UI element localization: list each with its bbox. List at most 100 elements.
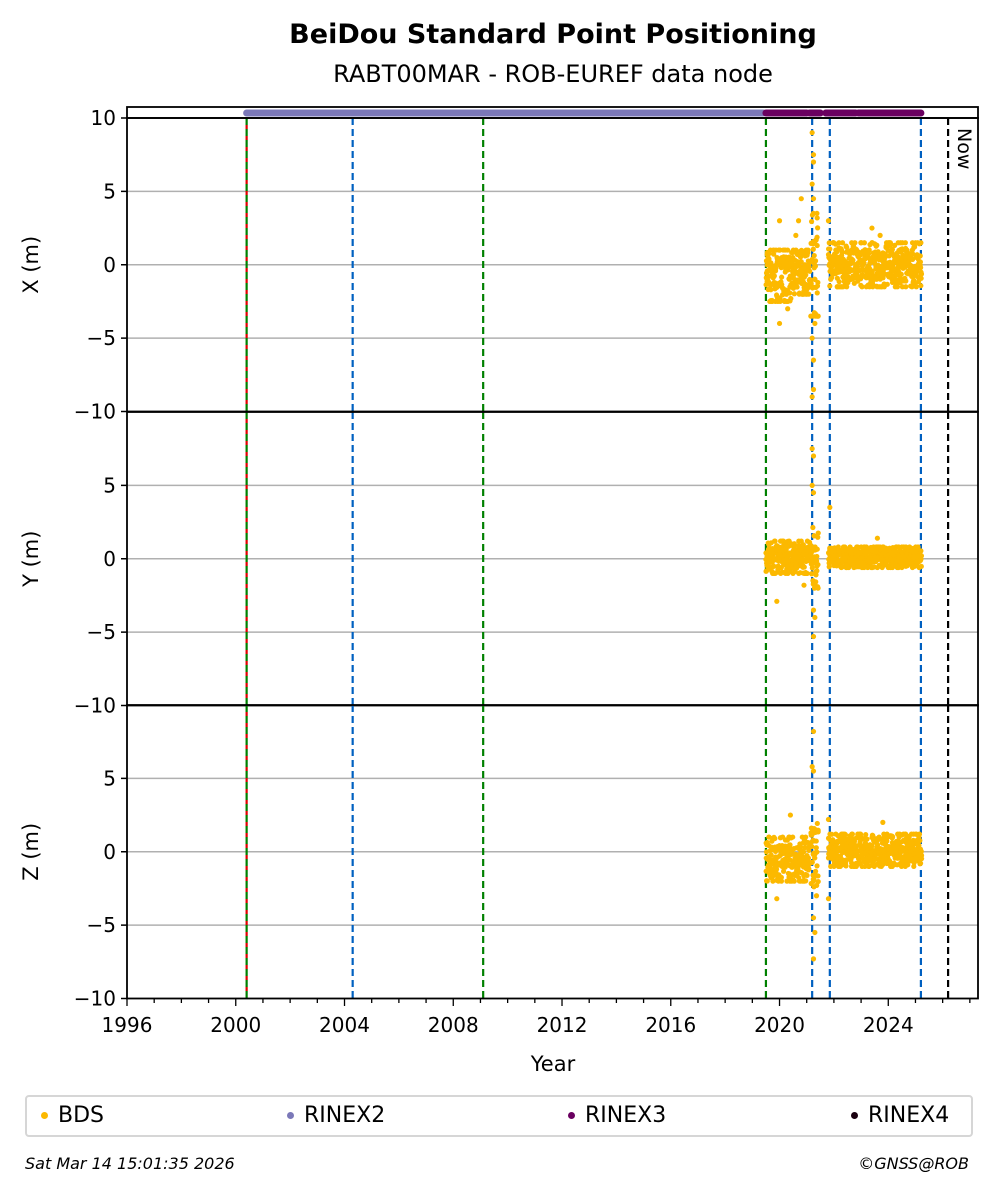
bds-point bbox=[914, 269, 920, 275]
bds-point bbox=[913, 284, 919, 290]
bds-point bbox=[814, 863, 820, 869]
bds-point bbox=[812, 276, 818, 282]
bds-point bbox=[766, 256, 772, 262]
bds-point bbox=[812, 258, 819, 264]
bds-point bbox=[810, 159, 817, 165]
legend-label: BDS bbox=[58, 1103, 104, 1128]
bds-point bbox=[829, 831, 835, 837]
bds-point bbox=[902, 240, 908, 246]
bds-point bbox=[917, 861, 923, 867]
bds-point bbox=[810, 357, 817, 363]
bds-point bbox=[894, 284, 901, 290]
bds-point bbox=[771, 563, 777, 569]
bds-point bbox=[903, 278, 909, 284]
bds-point bbox=[785, 247, 791, 253]
bds-point bbox=[918, 848, 924, 855]
bds-point bbox=[806, 291, 812, 297]
bds-point bbox=[815, 313, 821, 319]
y-tick-label: 10 bbox=[91, 106, 116, 130]
bds-point bbox=[810, 386, 817, 393]
x-tick-label: 2000 bbox=[210, 1013, 261, 1037]
bds-point bbox=[825, 896, 832, 902]
bds-point bbox=[829, 275, 835, 281]
bds-point bbox=[814, 210, 820, 216]
bds-marker-icon bbox=[41, 1112, 48, 1119]
bds-point bbox=[810, 246, 816, 252]
x-tick-label: 2012 bbox=[537, 1013, 588, 1037]
bds-point bbox=[839, 249, 845, 256]
bds-point bbox=[797, 843, 803, 849]
bds-point bbox=[809, 446, 815, 452]
bds-point bbox=[826, 564, 832, 570]
y-tick-label: −5 bbox=[87, 620, 116, 644]
bds-point bbox=[859, 284, 865, 290]
bds-point bbox=[809, 130, 815, 136]
bds-point bbox=[806, 847, 812, 854]
bds-point bbox=[815, 829, 821, 835]
legend-label: RINEX4 bbox=[868, 1103, 950, 1128]
bds-point bbox=[797, 253, 803, 259]
bds-point bbox=[798, 196, 804, 202]
bds-point bbox=[825, 816, 832, 823]
bds-point bbox=[768, 852, 774, 858]
bds-point bbox=[805, 250, 811, 256]
bds-point bbox=[825, 218, 832, 224]
credit: ©GNSS@ROB bbox=[858, 1154, 969, 1173]
bds-point bbox=[918, 553, 925, 559]
bds-point bbox=[787, 290, 793, 296]
x-axis-label: Year bbox=[530, 1052, 576, 1076]
legend-item-rinex2: RINEX2 bbox=[287, 1103, 385, 1128]
bds-point bbox=[892, 242, 898, 248]
bds-point bbox=[809, 843, 815, 850]
bds-point bbox=[814, 283, 821, 289]
bds-point bbox=[802, 845, 808, 851]
bds-point bbox=[855, 544, 861, 550]
bds-point bbox=[836, 279, 842, 285]
bds-point bbox=[918, 548, 924, 554]
bds-point bbox=[884, 281, 890, 287]
bds-point bbox=[813, 868, 819, 874]
bds-point bbox=[810, 633, 817, 640]
bds-point bbox=[812, 320, 818, 327]
bds-point bbox=[815, 530, 821, 536]
bds-point bbox=[815, 562, 821, 568]
bds-point bbox=[814, 849, 820, 855]
bds-point bbox=[815, 873, 821, 879]
bds-point bbox=[849, 831, 855, 837]
bds-point bbox=[852, 240, 858, 246]
bds-point bbox=[787, 812, 793, 818]
bds-point bbox=[810, 768, 817, 774]
bds-point bbox=[767, 282, 774, 288]
bds-point bbox=[877, 232, 883, 238]
y-tick-label: 5 bbox=[103, 179, 116, 203]
bds-point bbox=[814, 290, 820, 296]
bds-point bbox=[810, 490, 817, 496]
bds-point bbox=[804, 570, 810, 577]
y-tick-label: −10 bbox=[74, 694, 116, 718]
bds-point bbox=[887, 240, 893, 246]
bds-point bbox=[794, 284, 800, 290]
bds-point bbox=[887, 859, 893, 865]
bds-point bbox=[864, 836, 870, 842]
bds-point bbox=[806, 866, 812, 872]
legend-label: RINEX2 bbox=[304, 1103, 386, 1128]
bds-point bbox=[771, 251, 777, 257]
bds-point bbox=[812, 855, 818, 861]
bds-point bbox=[809, 764, 815, 770]
bds-point bbox=[815, 534, 821, 540]
rinex4-marker-icon bbox=[851, 1112, 858, 1119]
bds-point bbox=[785, 306, 791, 312]
y-tick-label: 5 bbox=[103, 766, 116, 790]
bds-point bbox=[810, 607, 817, 613]
bds-point bbox=[869, 268, 875, 274]
legend-item-rinex3: RINEX3 bbox=[568, 1103, 666, 1128]
y-tick-label: −10 bbox=[74, 987, 116, 1011]
bds-point bbox=[810, 915, 817, 921]
bds-point bbox=[772, 835, 778, 842]
bds-point bbox=[803, 878, 809, 884]
legend-item-rinex4: RINEX4 bbox=[851, 1103, 949, 1128]
bds-point bbox=[800, 849, 807, 855]
bds-point bbox=[918, 283, 924, 289]
bds-point bbox=[884, 838, 890, 844]
bds-point bbox=[809, 394, 815, 400]
